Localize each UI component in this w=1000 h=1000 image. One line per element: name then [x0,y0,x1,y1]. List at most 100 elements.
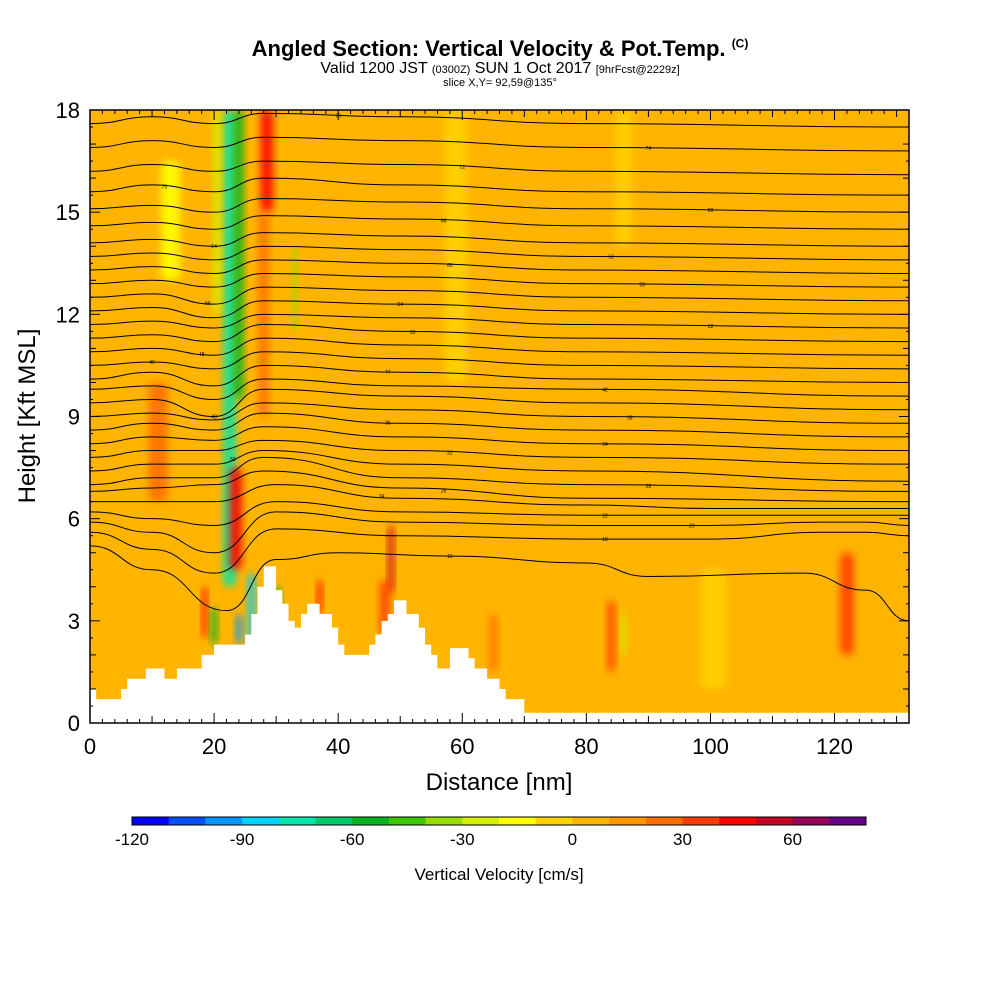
terrain [90,566,909,723]
velocity-cell-1 [234,110,244,400]
theta-contour-label: 62 [608,255,614,261]
velocity-cell-21 [210,607,218,645]
theta-contour-50 [90,324,909,343]
colorbar-tick-label: 30 [673,830,692,849]
chart-title: Angled Section: Vertical Velocity & Pot.… [251,36,749,61]
theta-contour-label: 32 [447,450,453,456]
velocity-cell-12 [607,600,615,672]
theta-contour-34 [90,426,909,452]
colorbar-swatch [535,817,573,825]
colorbar-swatch [609,817,647,825]
theta-contour-64 [90,232,909,247]
velocity-cell-13 [489,614,498,672]
theta-contour-label: 68 [708,208,714,214]
velocity-cell-17 [148,382,168,502]
theta-contour-label: 36 [385,420,391,426]
velocity-cell-14 [701,569,726,689]
colorbar-swatch [388,817,427,825]
theta-contour-48 [90,337,909,356]
theta-contour-label: 28 [646,484,652,490]
colorbar-tick-label: -120 [115,830,149,849]
x-tick-label: 0 [84,734,96,759]
theta-contour-label: 72 [459,165,465,171]
theta-contour-66 [90,215,909,230]
x-tick-label: 80 [574,734,598,759]
theta-contour-label: 64 [211,244,217,250]
theta-contour-label: 46 [149,360,155,366]
velocity-cell-11 [840,552,854,655]
theta-contour-label: 30 [230,457,236,463]
colorbar-tick-label: -30 [450,830,475,849]
theta-contour-label: 18 [602,537,608,543]
theta-contour-label: 26 [441,488,447,494]
theta-contour-label: 44 [385,370,391,376]
theta-contour-18 [90,528,909,574]
potential-temperature-contours: 16 18 20 22 24 26 28 30 32 34 36 38 40 42 44 46 48 50 52 54… [90,112,909,622]
colorbar-swatch [278,817,316,825]
theta-contour-label: 38 [627,415,633,421]
theta-contour-label: 34 [602,442,608,448]
theta-contour-46 [90,351,909,370]
theta-contour-label: 56 [205,301,211,307]
colorbar-swatch [462,817,500,825]
colorbar-swatch [829,817,867,825]
y-tick-label: 15 [56,200,80,225]
colorbar-swatch [168,817,206,825]
colorbar-swatch [792,817,830,825]
y-axis-title: Height [Kft MSL] [14,329,41,504]
theta-contour-58 [90,272,909,288]
theta-contour-16 [90,545,909,622]
theta-contour-label: 58 [639,282,645,288]
colorbar-swatch [352,817,390,825]
theta-contour-52 [90,313,909,329]
theta-contour-label: 40 [211,415,217,421]
theta-contour-label: 24 [379,494,385,500]
colorbar-swatch [755,817,794,825]
theta-contour-62 [90,245,909,261]
theta-contour-72 [90,160,909,176]
theta-contour-60 [90,259,909,274]
chart-subtitle-slice: slice X,Y= 92,59@135° [443,77,557,89]
theta-contour-76 [90,112,909,128]
y-tick-label: 12 [56,302,80,327]
colorbar-tick-label: 60 [783,830,802,849]
theta-contour-36 [90,412,909,438]
theta-contour-label: 50 [410,330,416,336]
y-tick-label: 18 [56,98,80,123]
theta-contour-42 [90,378,909,400]
velocity-cell-7 [388,525,394,594]
x-tick-label: 40 [326,734,350,759]
theta-contour-20 [90,511,909,554]
velocity-cell-8 [202,586,208,638]
velocity-cell-0 [223,110,236,587]
velocity-cell-16 [615,110,632,247]
terrain-mask [90,566,909,723]
theta-contour-26 [90,470,909,503]
theta-contour-label: 66 [441,219,447,225]
velocity-cell-22 [292,246,298,332]
colorbar-swatch [682,817,720,825]
colorbar-swatch [719,817,757,825]
theta-contour-22 [90,501,909,526]
y-tick-label: 6 [68,507,80,532]
velocity-cell-15 [445,110,467,383]
x-tick-label: 20 [202,734,226,759]
y-tick-label: 0 [68,711,80,736]
theta-contour-70 [90,177,909,196]
colorbar: -120 -90 -60 -30 0 30 60 [115,816,867,849]
theta-contour-label: 22 [602,513,608,519]
theta-contour-56 [90,286,909,305]
colorbar-tick-label: 0 [568,830,577,849]
colorbar-tick-label: -60 [340,830,365,849]
theta-contour-28 [90,456,909,492]
colorbar-tick-label: -90 [230,830,255,849]
theta-contour-32 [90,439,909,465]
chart-title-mark: (C) [731,36,749,51]
velocity-cell-6 [229,467,243,570]
theta-contour-label: 42 [602,388,608,394]
theta-contour-54 [90,300,909,319]
theta-contour-44 [90,364,909,387]
colorbar-swatch [645,817,683,825]
chart-subtitle: Valid 1200 JST (0300Z) SUN 1 Oct 2017 [9… [320,60,680,77]
